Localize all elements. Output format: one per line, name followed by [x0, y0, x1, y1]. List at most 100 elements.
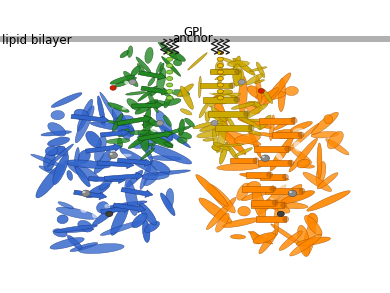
Ellipse shape	[303, 172, 332, 192]
Bar	[246, 172, 269, 178]
Ellipse shape	[126, 170, 143, 187]
Ellipse shape	[256, 91, 285, 100]
Ellipse shape	[149, 137, 173, 146]
Ellipse shape	[148, 92, 158, 113]
Text: lipid bilayer: lipid bilayer	[2, 34, 72, 47]
Ellipse shape	[82, 190, 90, 197]
Ellipse shape	[146, 134, 173, 148]
Ellipse shape	[243, 111, 250, 117]
Ellipse shape	[165, 49, 185, 61]
Ellipse shape	[141, 148, 154, 160]
Ellipse shape	[326, 139, 349, 155]
Ellipse shape	[50, 238, 84, 249]
Ellipse shape	[225, 143, 239, 161]
Ellipse shape	[217, 64, 223, 68]
Ellipse shape	[239, 76, 247, 114]
Ellipse shape	[259, 115, 271, 130]
Ellipse shape	[218, 116, 230, 120]
Ellipse shape	[270, 198, 279, 208]
Bar	[0, 39, 390, 42]
Ellipse shape	[229, 83, 235, 88]
Ellipse shape	[215, 101, 226, 104]
Ellipse shape	[99, 177, 113, 190]
Bar	[251, 202, 284, 208]
Ellipse shape	[251, 231, 260, 244]
Ellipse shape	[274, 151, 283, 161]
Ellipse shape	[54, 225, 97, 232]
Ellipse shape	[138, 203, 157, 225]
Ellipse shape	[212, 128, 219, 153]
Ellipse shape	[197, 130, 225, 138]
Ellipse shape	[138, 86, 157, 101]
FancyArrow shape	[89, 176, 126, 183]
Ellipse shape	[296, 237, 330, 246]
Ellipse shape	[172, 90, 190, 96]
Ellipse shape	[252, 188, 266, 219]
Ellipse shape	[246, 102, 261, 114]
Ellipse shape	[145, 222, 160, 232]
Ellipse shape	[104, 120, 124, 125]
Ellipse shape	[39, 166, 61, 176]
Ellipse shape	[188, 53, 207, 70]
Ellipse shape	[222, 218, 259, 227]
Ellipse shape	[133, 137, 160, 148]
Ellipse shape	[277, 183, 291, 190]
Ellipse shape	[237, 115, 261, 129]
Ellipse shape	[275, 205, 278, 236]
Ellipse shape	[217, 120, 230, 131]
Ellipse shape	[247, 130, 261, 135]
Ellipse shape	[78, 220, 92, 232]
Ellipse shape	[263, 73, 291, 106]
Ellipse shape	[286, 123, 319, 153]
Ellipse shape	[74, 109, 89, 120]
Ellipse shape	[144, 173, 158, 186]
Ellipse shape	[77, 99, 93, 132]
Ellipse shape	[125, 179, 138, 215]
Ellipse shape	[282, 174, 289, 180]
Ellipse shape	[203, 138, 215, 141]
Ellipse shape	[211, 146, 223, 152]
Ellipse shape	[161, 57, 181, 76]
Ellipse shape	[254, 80, 264, 84]
Ellipse shape	[145, 47, 153, 63]
Ellipse shape	[136, 57, 151, 73]
Ellipse shape	[158, 89, 174, 99]
Ellipse shape	[157, 68, 166, 92]
Ellipse shape	[118, 119, 135, 137]
Ellipse shape	[117, 138, 122, 148]
Ellipse shape	[217, 78, 221, 88]
Ellipse shape	[49, 146, 65, 156]
Ellipse shape	[256, 75, 262, 103]
Ellipse shape	[110, 86, 116, 90]
Ellipse shape	[94, 136, 106, 162]
Ellipse shape	[294, 141, 303, 151]
Ellipse shape	[124, 71, 138, 87]
Bar	[200, 83, 232, 88]
Ellipse shape	[266, 200, 290, 213]
Ellipse shape	[140, 130, 149, 151]
Ellipse shape	[210, 69, 239, 75]
Ellipse shape	[217, 51, 223, 55]
Ellipse shape	[205, 110, 210, 122]
Ellipse shape	[143, 109, 151, 128]
Ellipse shape	[206, 197, 236, 230]
Ellipse shape	[47, 144, 73, 167]
FancyArrow shape	[121, 188, 153, 197]
Ellipse shape	[167, 76, 173, 81]
Bar	[254, 146, 288, 152]
Ellipse shape	[166, 188, 174, 209]
Ellipse shape	[142, 172, 169, 180]
Ellipse shape	[290, 122, 312, 132]
Ellipse shape	[64, 160, 110, 168]
Ellipse shape	[241, 187, 276, 201]
Ellipse shape	[303, 221, 316, 256]
Ellipse shape	[220, 142, 228, 164]
Ellipse shape	[111, 203, 129, 235]
Ellipse shape	[253, 233, 276, 244]
Ellipse shape	[199, 76, 201, 98]
Ellipse shape	[259, 185, 286, 214]
Ellipse shape	[86, 183, 110, 198]
Ellipse shape	[233, 56, 240, 74]
Ellipse shape	[97, 202, 109, 213]
Ellipse shape	[206, 73, 210, 80]
